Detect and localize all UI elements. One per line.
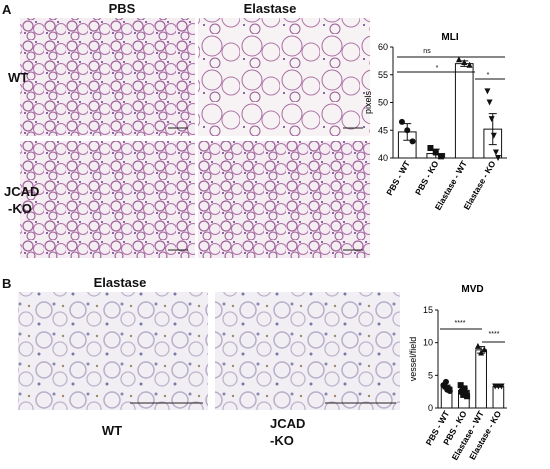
data-point xyxy=(492,149,499,156)
data-point xyxy=(481,346,488,353)
significance-label: * xyxy=(436,65,439,72)
significance-label: ns xyxy=(423,48,431,55)
significance-label: **** xyxy=(455,320,466,327)
y-tick-label: 50 xyxy=(378,98,388,108)
row-label: WT xyxy=(8,70,28,85)
row-label: JCAD xyxy=(4,184,39,199)
data-point xyxy=(458,388,465,395)
chart-title: MVD xyxy=(461,284,483,295)
x-tick-label: PBS - KO xyxy=(413,159,441,197)
column-label: PBS xyxy=(109,1,136,16)
panel-label: A xyxy=(2,2,12,17)
bar xyxy=(475,349,487,409)
panel-title: Elastase xyxy=(94,275,147,290)
micrograph xyxy=(18,292,208,410)
y-tick-label: 40 xyxy=(378,153,388,163)
data-point xyxy=(442,378,449,385)
micrograph xyxy=(198,18,370,136)
data-point xyxy=(490,132,497,139)
data-point xyxy=(398,118,405,125)
y-axis-label: pixels xyxy=(363,90,373,114)
data-point xyxy=(438,153,445,160)
significance-label: **** xyxy=(489,331,500,338)
column-label: Elastase xyxy=(244,1,297,16)
y-tick-label: 10 xyxy=(423,338,433,348)
image-label: JCAD xyxy=(270,416,305,431)
data-point xyxy=(427,145,434,152)
data-point xyxy=(432,149,439,156)
data-point xyxy=(457,382,464,389)
y-tick-label: 0 xyxy=(428,403,433,413)
data-point xyxy=(461,385,468,392)
micrograph xyxy=(215,292,400,410)
micrograph xyxy=(198,141,370,258)
bar xyxy=(492,385,505,409)
x-tick-label: PBS - WT xyxy=(384,158,412,197)
data-point xyxy=(474,342,481,349)
row-label: -KO xyxy=(8,201,32,216)
data-point xyxy=(478,349,485,356)
bar xyxy=(454,63,474,159)
image-label: WT xyxy=(102,423,122,438)
panel-label: B xyxy=(2,276,11,291)
data-point xyxy=(464,393,471,400)
data-point xyxy=(404,127,411,134)
y-axis-label: vessel/field xyxy=(408,337,418,382)
data-point xyxy=(488,116,495,123)
data-point xyxy=(466,61,473,68)
data-point xyxy=(461,58,468,65)
image-label: -KO xyxy=(270,433,294,448)
y-tick-label: 15 xyxy=(423,305,433,315)
y-tick-label: 5 xyxy=(428,370,433,380)
micrograph xyxy=(20,18,195,136)
y-tick-label: 45 xyxy=(378,125,388,135)
scale-bars xyxy=(130,127,396,404)
data-point xyxy=(446,388,453,395)
data-point xyxy=(495,155,502,161)
chart-title: MLI xyxy=(441,32,458,43)
data-point xyxy=(486,99,493,106)
data-point xyxy=(409,138,416,145)
data-point xyxy=(498,383,505,390)
significance-label: * xyxy=(487,72,490,79)
data-point xyxy=(484,88,491,95)
y-tick-label: 60 xyxy=(378,42,388,52)
micrograph xyxy=(20,141,195,258)
data-point xyxy=(455,56,462,63)
y-tick-label: 55 xyxy=(378,70,388,80)
